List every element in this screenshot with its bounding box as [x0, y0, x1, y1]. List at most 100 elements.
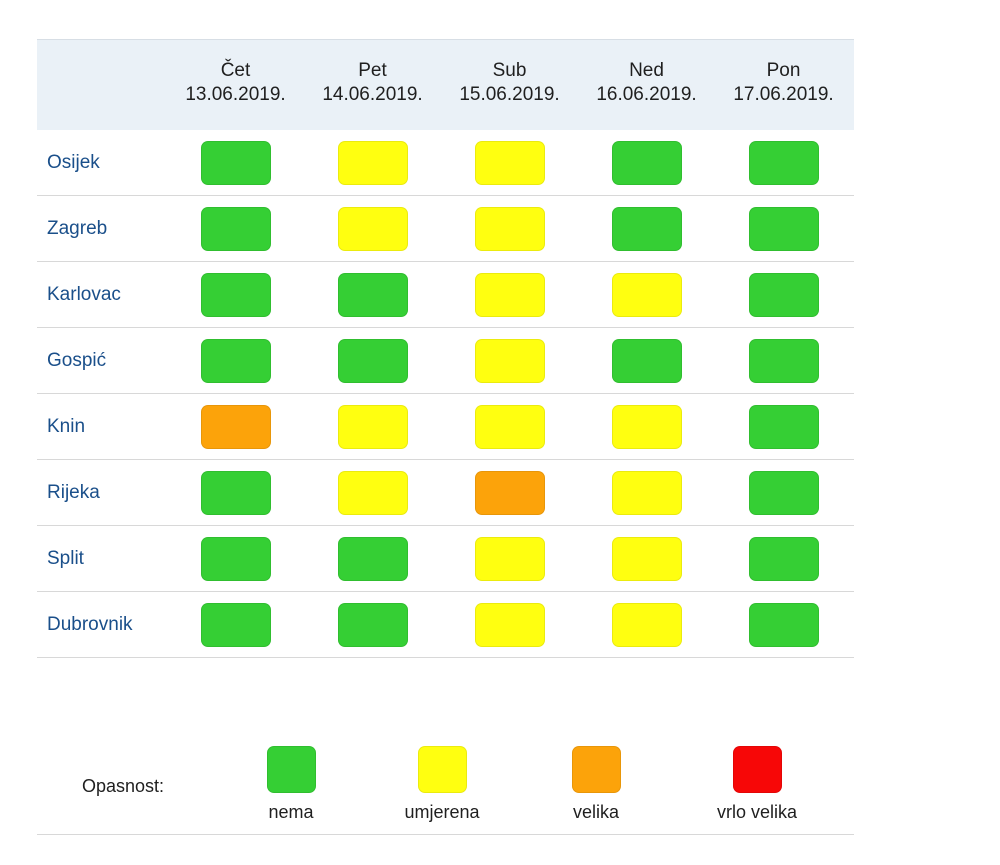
legend: Opasnost: nema umjerena velika vrlo veli…: [37, 726, 854, 835]
danger-cell: [304, 328, 441, 393]
legend-item-vrlo-velika: vrlo velika: [677, 746, 837, 823]
danger-indicator: [474, 536, 545, 581]
danger-cell: [304, 460, 441, 525]
legend-item-umjerena: umjerena: [362, 746, 522, 823]
legend-swatch: [417, 746, 467, 793]
danger-indicator: [200, 206, 271, 251]
danger-cell: [167, 592, 304, 657]
danger-indicator: [337, 470, 408, 515]
danger-cell: [304, 394, 441, 459]
danger-indicator: [748, 338, 819, 383]
danger-cell: [167, 328, 304, 393]
danger-cell: [715, 130, 852, 195]
danger-cell: [441, 262, 578, 327]
day-header-3: Sub 15.06.2019.: [441, 40, 578, 130]
danger-indicator: [748, 206, 819, 251]
danger-cell: [578, 328, 715, 393]
danger-cell: [304, 592, 441, 657]
danger-indicator: [337, 404, 408, 449]
day-date: 17.06.2019.: [733, 84, 834, 105]
day-date: 16.06.2019.: [596, 84, 697, 105]
danger-cell: [715, 262, 852, 327]
danger-indicator: [611, 536, 682, 581]
table-header: Čet 13.06.2019. Pet 14.06.2019. Sub 15.0…: [37, 39, 854, 130]
table-row: Gospić: [37, 328, 854, 394]
danger-cell: [578, 262, 715, 327]
legend-label: nema: [268, 802, 314, 822]
legend-label: velika: [572, 802, 620, 822]
danger-indicator: [337, 536, 408, 581]
danger-indicator: [200, 140, 271, 185]
city-name: Dubrovnik: [47, 613, 133, 635]
danger-indicator: [474, 206, 545, 251]
city-name: Knin: [47, 415, 86, 437]
danger-cell: [441, 592, 578, 657]
danger-indicator: [611, 602, 682, 647]
table-row: Split: [37, 526, 854, 592]
danger-indicator: [748, 140, 819, 185]
legend-title: Opasnost:: [82, 776, 165, 796]
danger-cell: [715, 394, 852, 459]
danger-indicator: [474, 602, 545, 647]
danger-cell: [304, 196, 441, 261]
danger-indicator: [474, 404, 545, 449]
day-name: Ned: [629, 60, 664, 81]
day-name: Čet: [220, 60, 251, 81]
danger-indicator: [748, 536, 819, 581]
danger-cell: [441, 130, 578, 195]
day-name: Sub: [492, 60, 527, 81]
danger-cell: [304, 262, 441, 327]
danger-indicator: [474, 140, 545, 185]
danger-indicator: [337, 602, 408, 647]
day-date: 14.06.2019.: [322, 84, 423, 105]
danger-cell: [304, 130, 441, 195]
table-row: Knin: [37, 394, 854, 460]
table-row: Rijeka: [37, 460, 854, 526]
danger-indicator: [611, 272, 682, 317]
day-header-4: Ned 16.06.2019.: [578, 40, 715, 130]
day-date: 13.06.2019.: [185, 84, 286, 105]
fire-danger-table: Čet 13.06.2019. Pet 14.06.2019. Sub 15.0…: [37, 39, 854, 658]
danger-cell: [441, 394, 578, 459]
danger-indicator: [748, 404, 819, 449]
table-row: Dubrovnik: [37, 592, 854, 658]
city-name: Split: [47, 547, 84, 569]
danger-cell: [167, 130, 304, 195]
danger-cell: [167, 526, 304, 591]
city-name: Karlovac: [47, 283, 121, 305]
day-name: Pet: [358, 60, 387, 81]
danger-indicator: [200, 602, 271, 647]
city-name: Gospić: [47, 349, 107, 371]
table-row: Osijek: [37, 130, 854, 196]
danger-cell: [441, 328, 578, 393]
danger-cell: [715, 328, 852, 393]
danger-indicator: [337, 140, 408, 185]
danger-cell: [167, 460, 304, 525]
danger-cell: [578, 130, 715, 195]
day-header-1: Čet 13.06.2019.: [167, 40, 304, 130]
danger-indicator: [200, 338, 271, 383]
danger-indicator: [474, 272, 545, 317]
city-name: Osijek: [47, 151, 100, 173]
legend-item-nema: nema: [211, 746, 371, 823]
danger-cell: [715, 460, 852, 525]
table-row: Zagreb: [37, 196, 854, 262]
table-body: Osijek Zagreb Karlovac Gospić: [37, 130, 854, 658]
day-header-2: Pet 14.06.2019.: [304, 40, 441, 130]
danger-indicator: [748, 602, 819, 647]
danger-cell: [167, 196, 304, 261]
danger-indicator: [611, 140, 682, 185]
danger-indicator: [337, 338, 408, 383]
danger-cell: [167, 394, 304, 459]
header-spacer: [37, 40, 167, 130]
danger-cell: [715, 526, 852, 591]
danger-indicator: [200, 404, 271, 449]
danger-cell: [578, 526, 715, 591]
danger-cell: [441, 196, 578, 261]
legend-item-velika: velika: [516, 746, 676, 823]
day-header-5: Pon 17.06.2019.: [715, 40, 852, 130]
danger-cell: [304, 526, 441, 591]
day-date: 15.06.2019.: [459, 84, 560, 105]
danger-indicator: [200, 470, 271, 515]
danger-cell: [715, 196, 852, 261]
